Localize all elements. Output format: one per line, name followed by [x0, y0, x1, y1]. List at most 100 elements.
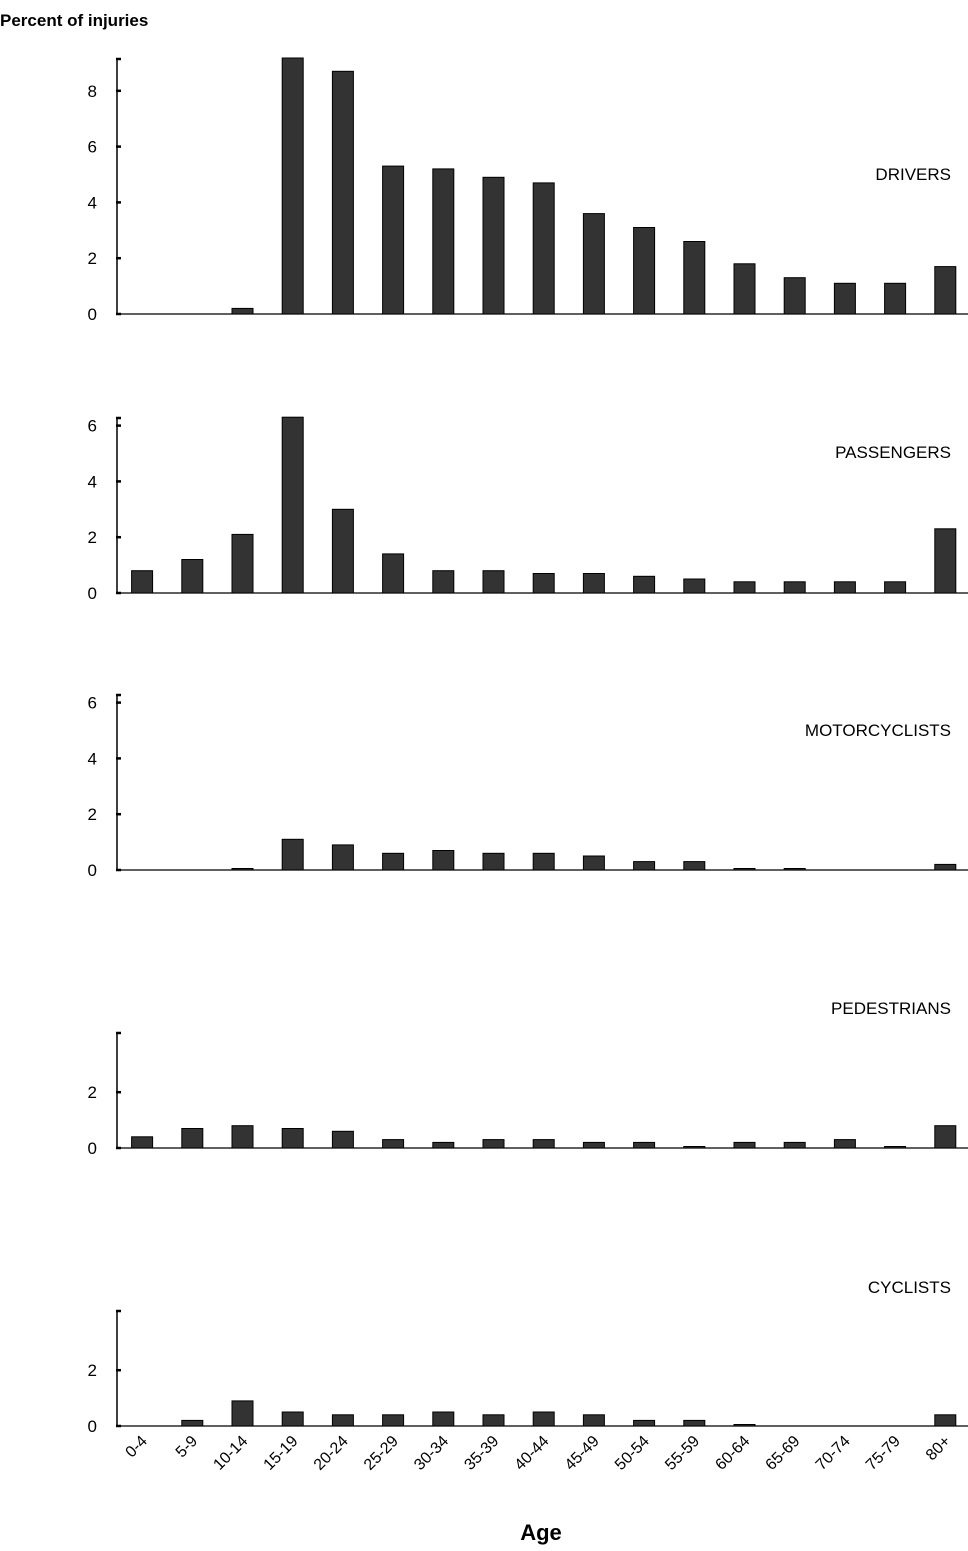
x-category-label: 20-24: [311, 1433, 352, 1474]
bar-passengers-70-74: [833, 581, 856, 594]
bar-motorcyclists-50-54: [633, 861, 656, 871]
bar-passengers-65-69: [783, 581, 806, 594]
y-tick-label: 0: [88, 861, 97, 880]
bar-pedestrians-0-4: [131, 1136, 154, 1149]
panel-label: PEDESTRIANS: [831, 999, 951, 1018]
bar-cyclists-10-14: [231, 1400, 254, 1427]
bar-drivers-35-39: [482, 176, 505, 315]
bar-cyclists-5-9: [181, 1419, 204, 1427]
bar-passengers-75-79: [884, 581, 907, 594]
x-category-label: 0-4: [123, 1433, 151, 1461]
panel-passengers: 0 2 4 6 PASSENGERS: [88, 417, 968, 603]
x-category-label: 55-59: [662, 1433, 703, 1474]
x-category-label: 45-49: [562, 1433, 603, 1474]
bar-cyclists-35-39: [482, 1414, 505, 1427]
bar-motorcyclists-60-64: [733, 868, 756, 871]
bar-passengers-80+: [934, 528, 957, 594]
y-axis-label: Percent of injuries: [0, 11, 148, 30]
x-category-label: 50-54: [612, 1433, 653, 1474]
bar-passengers-45-49: [582, 573, 605, 594]
x-axis-label: Age: [520, 1520, 562, 1545]
bar-cyclists-40-44: [532, 1411, 555, 1427]
bar-motorcyclists-40-44: [532, 852, 555, 871]
y-tick-label: 0: [88, 1417, 97, 1436]
y-tick-label: 4: [88, 472, 97, 491]
bar-passengers-35-39: [482, 570, 505, 594]
x-category-label: 80+: [923, 1433, 954, 1464]
x-category-label: 65-69: [763, 1433, 804, 1474]
x-category-label: 30-34: [411, 1433, 452, 1474]
y-tick-label: 0: [88, 1139, 97, 1158]
bar-motorcyclists-30-34: [432, 850, 455, 871]
bar-motorcyclists-10-14: [231, 868, 254, 871]
bar-cyclists-45-49: [582, 1414, 605, 1427]
bar-passengers-15-19: [281, 416, 304, 594]
bar-drivers-70-74: [833, 282, 856, 315]
bar-motorcyclists-45-49: [582, 855, 605, 871]
y-tick-label: 2: [88, 249, 97, 268]
bar-drivers-20-24: [331, 70, 354, 315]
x-category-label: 40-44: [512, 1433, 553, 1474]
x-category-label: 25-29: [361, 1433, 402, 1474]
panel-drivers: 0 2 4 6 8 DRIVERS: [88, 57, 968, 324]
x-category-label: 35-39: [461, 1433, 502, 1474]
bar-pedestrians-25-29: [382, 1139, 405, 1149]
bar-pedestrians-20-24: [331, 1130, 354, 1149]
bar-motorcyclists-15-19: [281, 838, 304, 871]
x-category-label: 60-64: [712, 1433, 753, 1474]
bar-motorcyclists-80+: [934, 863, 957, 871]
bar-drivers-80+: [934, 266, 957, 315]
y-tick-label: 4: [88, 749, 97, 768]
bar-cyclists-25-29: [382, 1414, 405, 1427]
y-tick-label: 6: [88, 694, 97, 713]
panel-label: MOTORCYCLISTS: [805, 721, 951, 740]
bar-cyclists-20-24: [331, 1414, 354, 1427]
bar-drivers-25-29: [382, 165, 405, 315]
bar-passengers-60-64: [733, 581, 756, 594]
bar-motorcyclists-20-24: [331, 844, 354, 871]
bar-passengers-10-14: [231, 533, 254, 594]
x-category-label: 15-19: [261, 1433, 302, 1474]
bar-pedestrians-35-39: [482, 1139, 505, 1149]
bar-motorcyclists-35-39: [482, 852, 505, 871]
bar-drivers-30-34: [432, 168, 455, 315]
bar-cyclists-15-19: [281, 1411, 304, 1427]
bar-passengers-40-44: [532, 573, 555, 594]
bar-pedestrians-30-34: [432, 1141, 455, 1149]
bar-drivers-15-19: [281, 57, 304, 315]
chart-panels: 0 2 4 6 8 DRIVERS 0 2 4 6 PASSENGERS 0 2 4 6 MOTORCYCLI…: [88, 57, 968, 1436]
bar-passengers-50-54: [633, 575, 656, 594]
bar-drivers-50-54: [633, 227, 656, 315]
x-category-label: 70-74: [813, 1433, 854, 1474]
bar-drivers-10-14: [231, 307, 254, 315]
y-tick-label: 2: [88, 528, 97, 547]
bar-cyclists-30-34: [432, 1411, 455, 1427]
bar-motorcyclists-55-59: [683, 861, 706, 871]
y-tick-label: 0: [88, 584, 97, 603]
bar-motorcyclists-65-69: [783, 868, 806, 871]
bar-pedestrians-60-64: [733, 1141, 756, 1149]
bar-cyclists-60-64: [733, 1424, 756, 1427]
panel-pedestrians: 0 2 PEDESTRIANS: [88, 999, 968, 1158]
bar-drivers-60-64: [733, 263, 756, 315]
bar-passengers-55-59: [683, 578, 706, 594]
bar-passengers-5-9: [181, 559, 204, 594]
x-category-label: 10-14: [210, 1433, 251, 1474]
y-tick-label: 4: [88, 193, 97, 212]
bar-drivers-75-79: [884, 282, 907, 315]
y-tick-label: 8: [88, 82, 97, 101]
y-tick-label: 2: [88, 1361, 97, 1380]
bar-pedestrians-75-79: [884, 1146, 907, 1149]
panel-cyclists: 0 2 CYCLISTS: [88, 1278, 968, 1436]
bar-motorcyclists-25-29: [382, 852, 405, 871]
bar-pedestrians-40-44: [532, 1139, 555, 1149]
x-category-label: 5-9: [173, 1433, 201, 1461]
panel-motorcyclists: 0 2 4 6 MOTORCYCLISTS: [88, 694, 968, 880]
y-tick-label: 2: [88, 1083, 97, 1102]
y-tick-label: 6: [88, 138, 97, 157]
bar-drivers-55-59: [683, 241, 706, 315]
bar-drivers-65-69: [783, 277, 806, 315]
bar-passengers-0-4: [131, 570, 154, 594]
bar-passengers-25-29: [382, 553, 405, 594]
